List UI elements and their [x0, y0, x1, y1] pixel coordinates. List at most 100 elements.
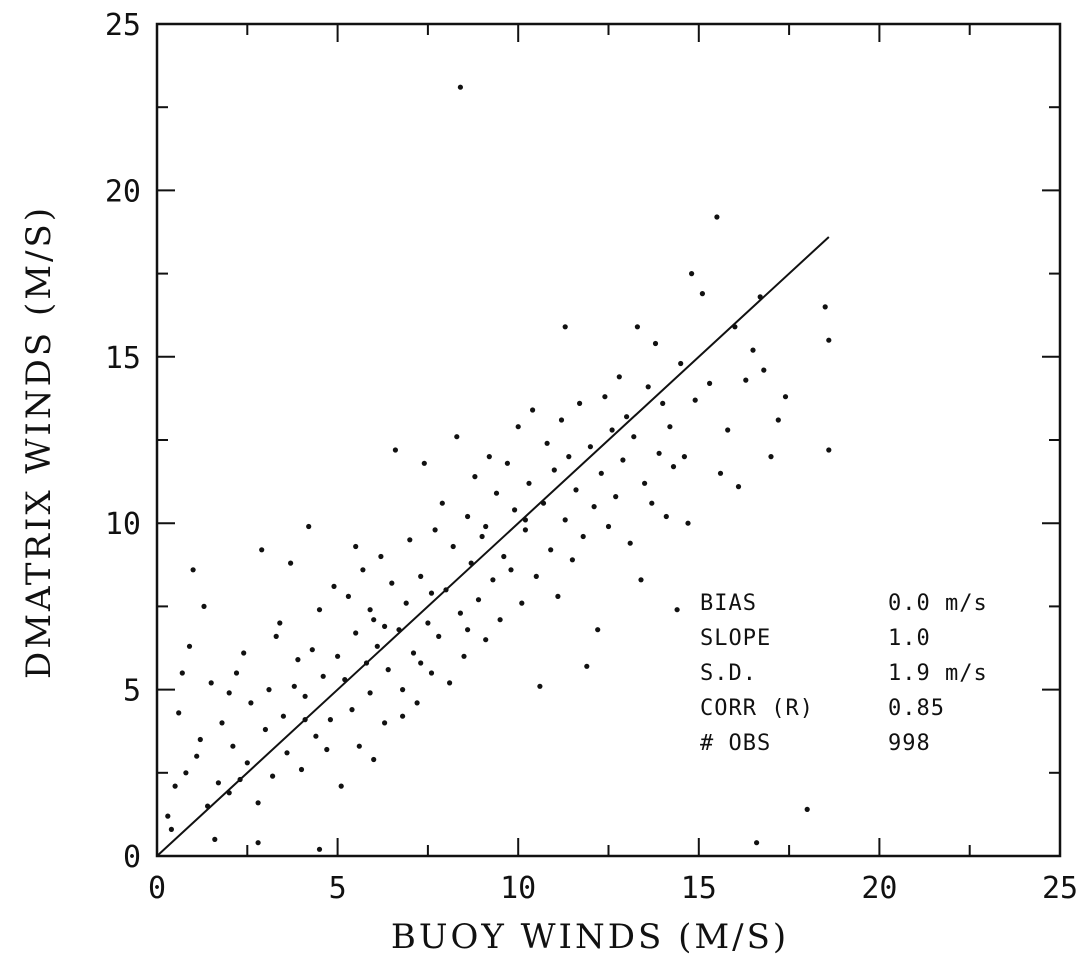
data-point [418, 573, 424, 580]
x-tick-label: 0 [148, 871, 166, 906]
data-point [288, 560, 294, 566]
data-point [371, 756, 377, 763]
data-point [295, 657, 301, 663]
data-point [826, 337, 832, 343]
data-point [642, 480, 648, 486]
data-point [605, 523, 612, 530]
data-point [230, 743, 236, 749]
data-point [447, 680, 453, 686]
data-point [472, 474, 478, 480]
data-point [418, 660, 424, 666]
data-point [822, 304, 828, 310]
data-point [353, 630, 359, 636]
stat-value: 998 [888, 731, 931, 756]
data-point [316, 846, 323, 852]
data-point [663, 513, 669, 520]
data-point [714, 214, 720, 220]
data-point [266, 687, 272, 693]
data-point [186, 643, 193, 649]
data-point [432, 527, 438, 533]
data-point [324, 746, 330, 753]
data-point [450, 543, 456, 550]
data-point [678, 360, 684, 367]
data-point [486, 454, 492, 460]
x-tick-label: 5 [329, 871, 347, 906]
data-point [392, 447, 398, 453]
data-point [382, 623, 388, 630]
data-point [580, 533, 586, 540]
data-point [454, 434, 460, 440]
data-point [349, 707, 355, 713]
x-tick-labels: 0 5 10 15 20 25 [148, 871, 1078, 906]
y-tick-label: 25 [105, 8, 141, 43]
data-point [631, 434, 637, 440]
y-tick-label: 5 [123, 674, 141, 709]
data-point [255, 840, 261, 846]
data-point [634, 324, 641, 330]
data-point [457, 84, 463, 90]
data-point [270, 773, 276, 779]
data-point [587, 444, 594, 450]
data-point [345, 593, 351, 600]
data-point [555, 593, 561, 600]
y-tick-label: 15 [105, 341, 141, 376]
data-point [208, 680, 214, 686]
data-point [338, 783, 344, 789]
data-point [602, 394, 608, 400]
data-point [356, 743, 362, 749]
data-point [475, 597, 482, 603]
stat-value: 0.85 [888, 696, 945, 721]
data-point [219, 720, 225, 726]
data-point [515, 424, 521, 430]
data-point [782, 394, 789, 400]
data-point [508, 567, 514, 573]
fit-line [156, 236, 830, 857]
data-point [566, 454, 572, 460]
data-point [165, 813, 171, 819]
data-point [689, 271, 695, 277]
data-point [259, 547, 265, 553]
stat-label: BIAS [700, 591, 757, 616]
data-point [804, 806, 810, 813]
data-point [335, 653, 341, 659]
data-point [620, 457, 626, 463]
data-point [479, 533, 485, 540]
y-axis-title: DMATRIX WINDS (M/S) [19, 205, 59, 679]
data-point [681, 454, 688, 460]
data-point [511, 507, 518, 513]
data-point [374, 643, 380, 649]
data-point [298, 766, 305, 773]
data-point [544, 440, 550, 446]
stat-label: # OBS [700, 731, 771, 756]
data-point [316, 607, 323, 613]
data-point [306, 523, 312, 530]
data-point [707, 380, 713, 386]
data-point [309, 647, 315, 653]
data-point [526, 480, 532, 486]
data-point [573, 487, 579, 493]
data-point [461, 653, 467, 659]
data-point [735, 484, 742, 490]
data-point [457, 610, 463, 616]
data-point [389, 580, 395, 586]
data-point [493, 490, 500, 496]
data-point [273, 633, 279, 640]
data-point [674, 607, 680, 613]
data-point [183, 770, 189, 776]
data-point [591, 504, 597, 510]
data-point [519, 600, 525, 606]
data-point [428, 670, 435, 676]
data-point [284, 750, 290, 756]
data-point [826, 447, 832, 453]
data-point [595, 627, 601, 633]
data-point [670, 464, 677, 470]
data-point [649, 500, 655, 506]
data-point [360, 567, 366, 573]
stats-box: BIAS 0.0 m/s SLOPE 1.0 S.D. 1.9 m/s CORR (R) 0.… [700, 591, 987, 756]
plot-frame [155, 22, 1062, 858]
data-point [717, 470, 724, 476]
data-point [761, 367, 767, 373]
data-point [302, 693, 308, 699]
data-point [197, 736, 203, 743]
